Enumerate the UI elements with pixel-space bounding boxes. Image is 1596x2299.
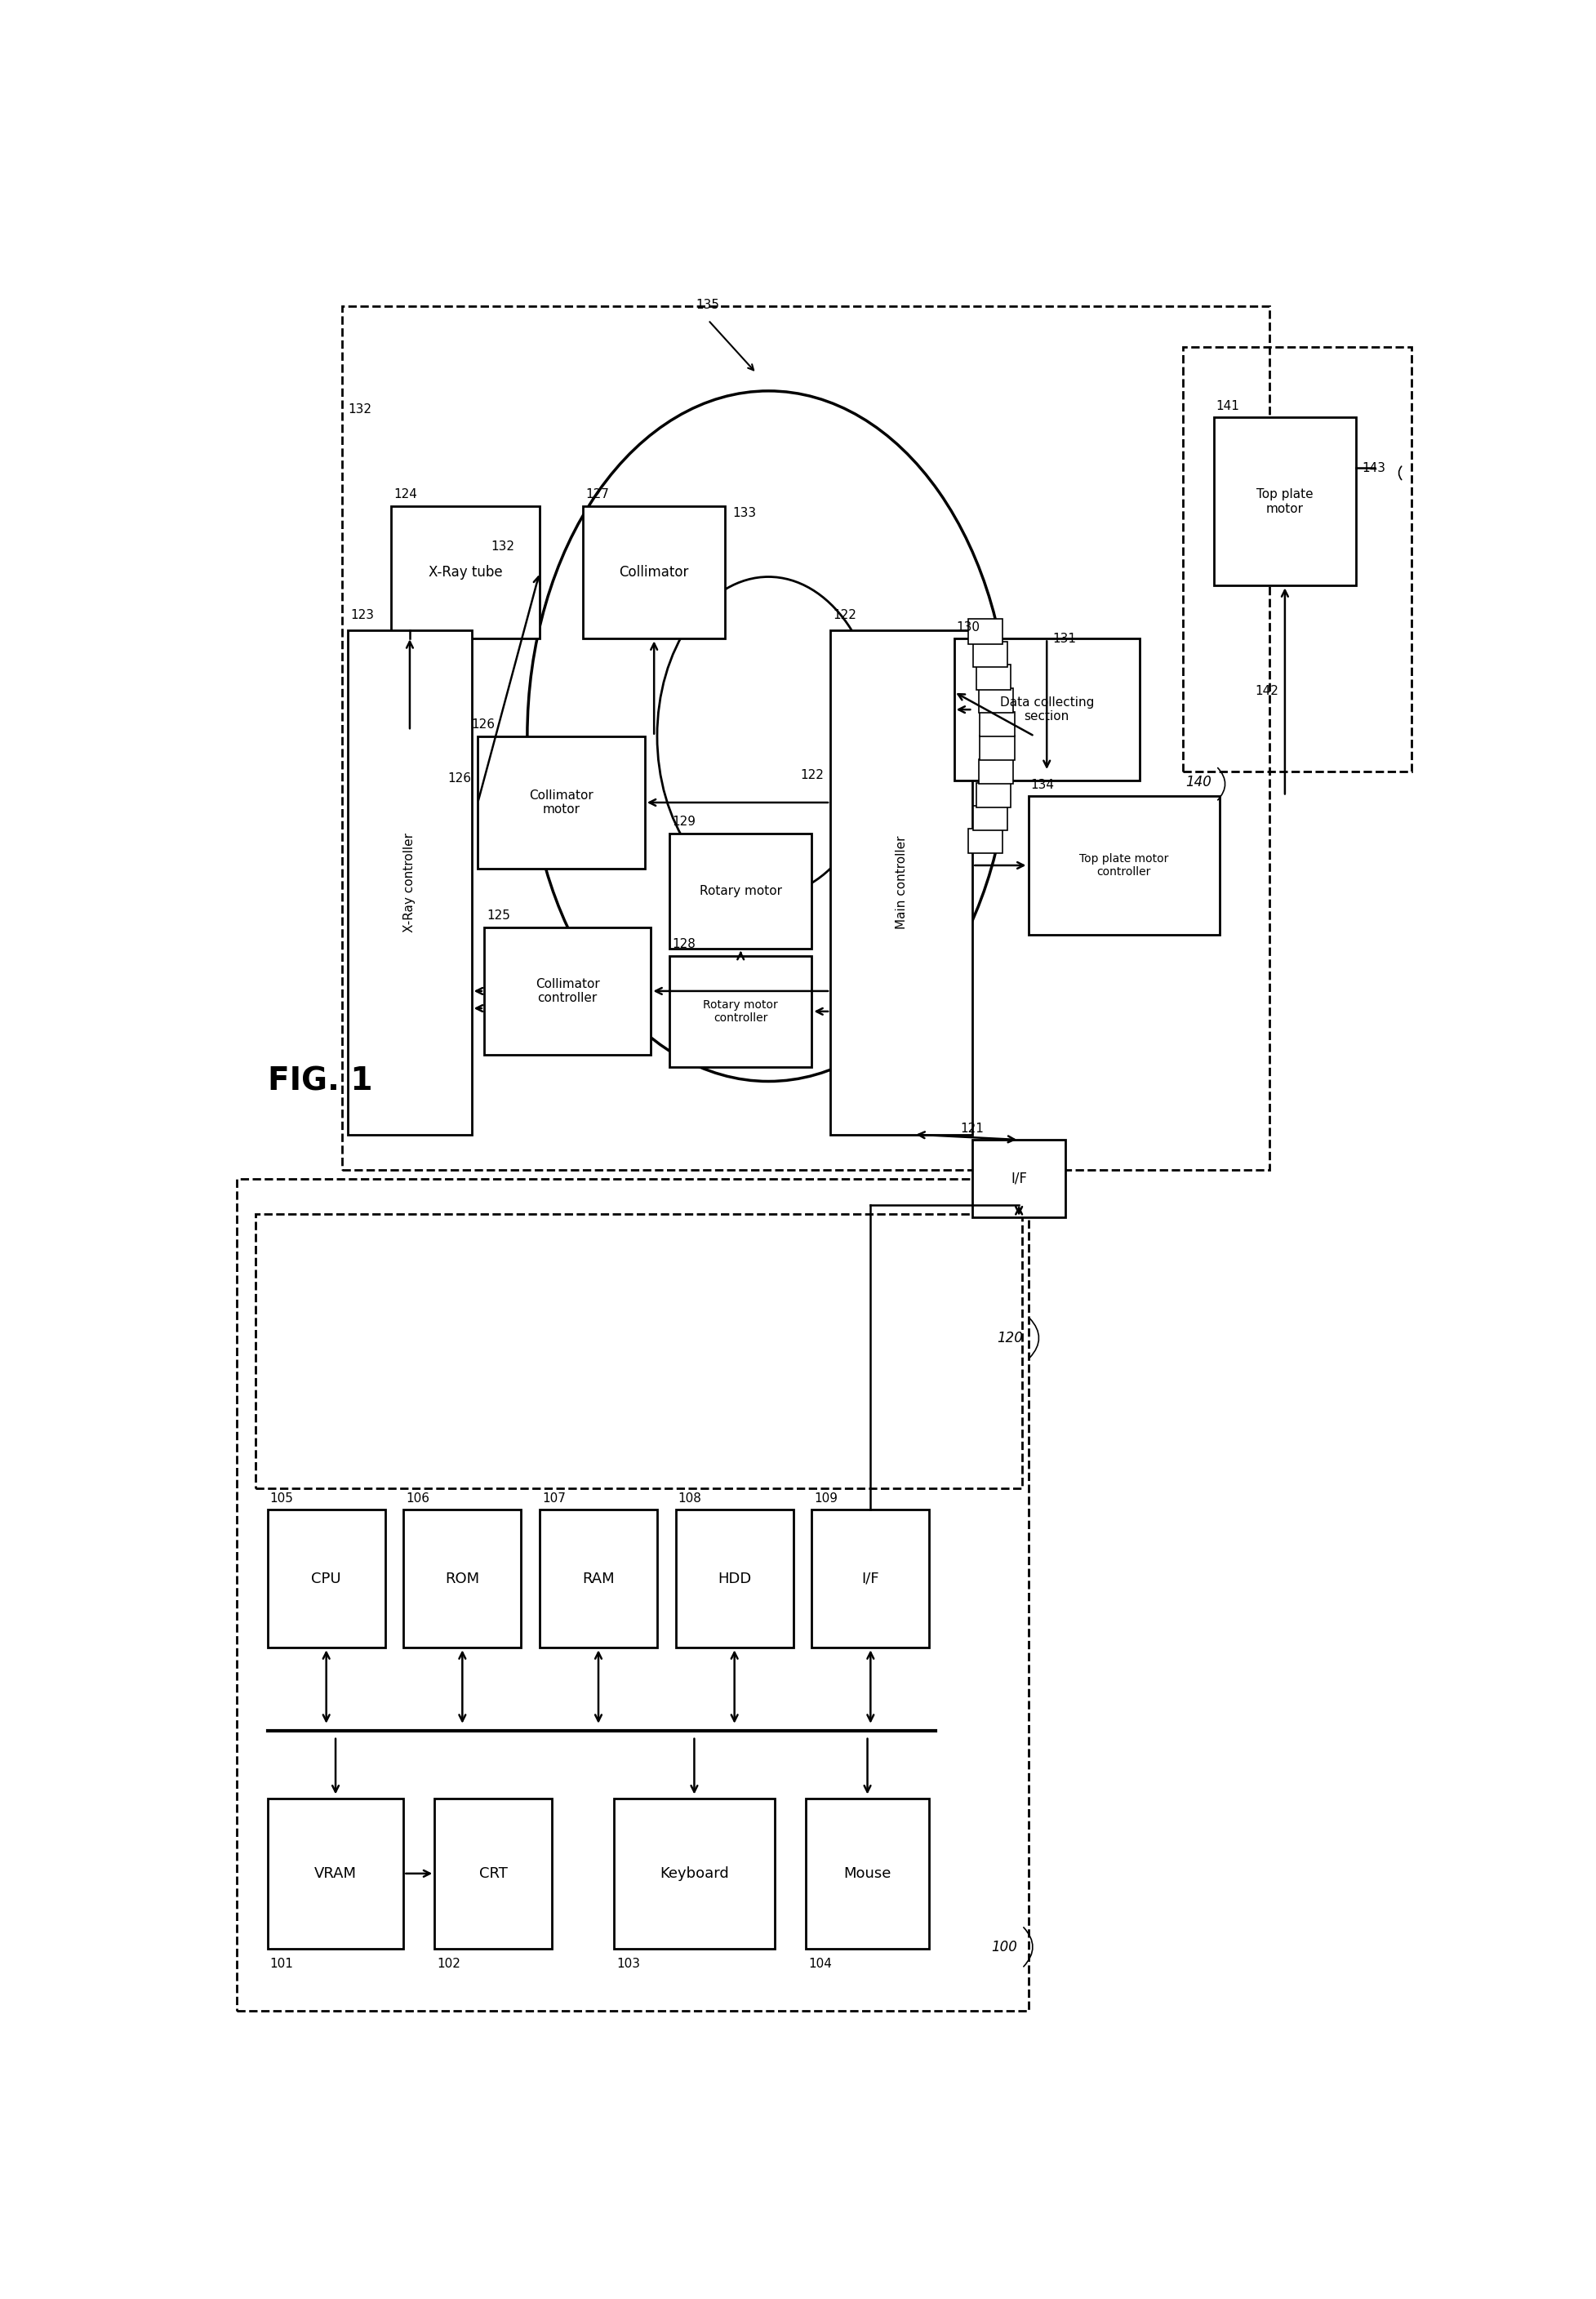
Bar [434, 1798, 552, 1950]
Bar [972, 805, 1007, 830]
Bar [978, 687, 1013, 713]
Text: Data collecting
section: Data collecting section [999, 697, 1093, 722]
Bar [268, 1798, 404, 1950]
Text: 132: 132 [348, 405, 372, 416]
Bar [978, 759, 1013, 784]
Text: 142: 142 [1254, 685, 1278, 697]
Text: 140: 140 [1186, 775, 1211, 791]
Bar [348, 630, 472, 1133]
Bar [980, 713, 1015, 736]
Text: 124: 124 [394, 487, 417, 501]
Text: 143: 143 [1361, 462, 1385, 474]
Text: 121: 121 [961, 1122, 983, 1133]
Text: X-Ray tube: X-Ray tube [428, 566, 503, 579]
Bar [583, 506, 725, 639]
Text: 107: 107 [543, 1492, 565, 1504]
Text: 104: 104 [808, 1959, 832, 1970]
Bar [1213, 418, 1357, 586]
Text: ROM: ROM [445, 1573, 479, 1586]
Text: HDD: HDD [718, 1573, 752, 1586]
Text: 106: 106 [405, 1492, 429, 1504]
Text: Mouse: Mouse [844, 1867, 891, 1881]
Text: 103: 103 [616, 1959, 640, 1970]
Bar [830, 630, 972, 1133]
Text: 120: 120 [998, 1331, 1023, 1345]
Bar [268, 1510, 385, 1648]
Text: 122: 122 [801, 770, 824, 782]
Bar [977, 782, 1010, 807]
Text: 105: 105 [270, 1492, 294, 1504]
Text: 108: 108 [678, 1492, 702, 1504]
Text: FIG. 1: FIG. 1 [268, 1067, 372, 1097]
Bar [812, 1510, 929, 1648]
Text: Rotary motor: Rotary motor [699, 885, 782, 897]
Bar [806, 1798, 929, 1950]
Text: RAM: RAM [583, 1573, 614, 1586]
Bar [969, 828, 1002, 853]
Text: Collimator
motor: Collimator motor [530, 789, 594, 816]
Bar [255, 1214, 1021, 1487]
Text: 125: 125 [487, 910, 511, 922]
Bar [614, 1798, 774, 1950]
Bar [670, 835, 812, 949]
Text: 141: 141 [1216, 400, 1240, 412]
Bar [236, 1179, 1028, 2012]
Bar [670, 956, 812, 1067]
Bar [477, 736, 645, 869]
Text: 134: 134 [1031, 779, 1055, 791]
Text: 130: 130 [956, 621, 980, 635]
Bar [1028, 795, 1219, 933]
Text: Collimator
controller: Collimator controller [535, 977, 600, 1005]
Bar [404, 1510, 520, 1648]
Text: 123: 123 [351, 609, 373, 621]
Bar [980, 736, 1015, 761]
Text: 128: 128 [672, 938, 696, 949]
Text: Rotary motor
controller: Rotary motor controller [704, 1000, 779, 1023]
Text: 109: 109 [814, 1492, 838, 1504]
Text: I/F: I/F [862, 1573, 879, 1586]
Bar [972, 1140, 1065, 1218]
Bar [972, 641, 1007, 667]
Bar [954, 639, 1140, 779]
Text: 127: 127 [586, 487, 610, 501]
Bar [391, 506, 539, 639]
Text: Collimator: Collimator [619, 566, 689, 579]
Text: 131: 131 [1053, 632, 1077, 646]
Text: CPU: CPU [311, 1573, 342, 1586]
Text: CRT: CRT [479, 1867, 508, 1881]
Text: Main controller: Main controller [895, 835, 908, 929]
Bar [539, 1510, 658, 1648]
Text: Top plate motor
controller: Top plate motor controller [1079, 853, 1168, 878]
Text: VRAM: VRAM [314, 1867, 358, 1881]
Text: Top plate
motor: Top plate motor [1256, 487, 1314, 515]
Bar [1183, 347, 1411, 772]
Text: 132: 132 [492, 540, 516, 552]
Bar [675, 1510, 793, 1648]
Bar [969, 618, 1002, 644]
Text: 133: 133 [733, 508, 757, 520]
Text: I/F: I/F [1010, 1172, 1028, 1186]
Text: 101: 101 [270, 1959, 294, 1970]
Bar [342, 306, 1269, 1170]
Text: X-Ray controller: X-Ray controller [404, 832, 417, 931]
Text: 135: 135 [696, 299, 720, 310]
Bar [977, 664, 1010, 690]
Text: 126: 126 [472, 720, 495, 731]
Text: 122: 122 [833, 609, 857, 621]
Text: 126: 126 [448, 772, 472, 784]
Text: Keyboard: Keyboard [659, 1867, 729, 1881]
Text: 100: 100 [991, 1940, 1017, 1954]
Text: 102: 102 [437, 1959, 461, 1970]
Bar [484, 926, 651, 1055]
Text: 129: 129 [672, 816, 696, 828]
